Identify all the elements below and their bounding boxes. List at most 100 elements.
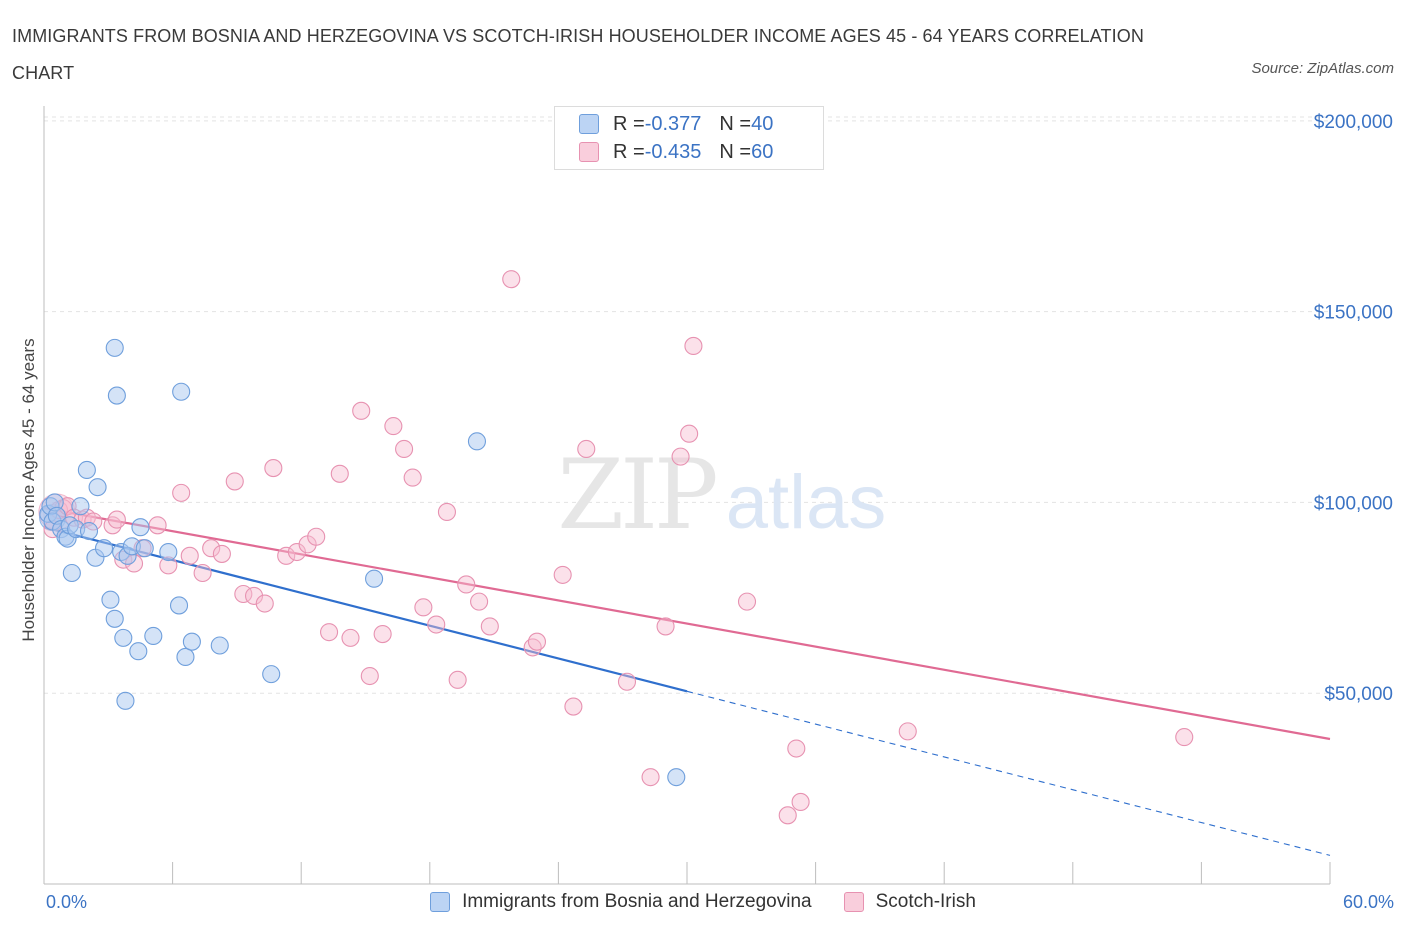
chart-title: IMMIGRANTS FROM BOSNIA AND HERZEGOVINA V… (12, 26, 1144, 83)
bosnia-point-15 (88, 478, 107, 497)
scotch-irish-point-35 (384, 417, 403, 436)
bosnia-point-11 (71, 497, 90, 516)
scotch-irish-point-28 (307, 527, 326, 546)
watermark: ZIP atlas (557, 439, 886, 551)
scotch-irish-point-26 (287, 542, 306, 562)
legend-swatch-pink (579, 142, 599, 162)
series-swatch-blue (430, 892, 451, 912)
watermark-atlas: atlas (726, 460, 887, 545)
bosnia-point-32 (176, 647, 195, 667)
bosnia-point-25 (129, 642, 148, 661)
scotch-irish-point-33 (360, 666, 379, 686)
bosnia-point-35 (262, 665, 281, 684)
bosnia-point-36 (116, 691, 135, 710)
scotch-irish-point-44 (480, 617, 499, 636)
scotch-irish-point-31 (341, 628, 360, 647)
bosnia-point-39 (667, 768, 686, 787)
scotch-irish-point-24 (264, 459, 283, 478)
scotch-irish-point-43 (470, 592, 489, 611)
x-tick-label-min: 0.0% (46, 892, 88, 912)
bosnia-point-20 (107, 386, 126, 405)
series-legend-label: Immigrants from Bosnia and Herzegovina (462, 891, 812, 912)
series-legend-item-scotch-irish[interactable]: Scotch-Irish (843, 891, 976, 913)
scotch-irish-point-61 (898, 722, 917, 741)
y-axis-label: Householder Income Ages 45 - 64 years (19, 338, 38, 642)
bosnia-point-9 (62, 563, 81, 583)
scotch-irish-point-15 (172, 483, 191, 502)
scotch-irish-point-32 (352, 401, 371, 420)
bosnia-point-18 (105, 609, 124, 628)
scotch-irish-point-41 (448, 670, 467, 689)
scotch-irish-point-19 (212, 544, 231, 563)
bosnia-point-38 (467, 432, 487, 451)
scotch-irish-point-50 (577, 439, 596, 459)
y-tick-labels: $50,000 $100,000 $150,000 $200,000 (1314, 112, 1393, 705)
correlation-legend: R = -0.377 N = 40 R = -0.435 N = 60 (554, 106, 824, 170)
scotch-irish-point-30 (330, 464, 349, 483)
scotch-irish-point-60 (778, 806, 797, 825)
bosnia-point-37 (365, 569, 384, 588)
legend-n-value: 40 (751, 112, 774, 135)
scotch-irish-point-49 (564, 697, 583, 716)
bosnia-point-19 (105, 338, 124, 357)
y-axis-label-wrap: Householder Income Ages 45 - 64 years (16, 100, 42, 880)
bosnia-point-29 (159, 542, 178, 562)
scotch-irish-point-34 (373, 625, 392, 644)
scotch-irish-point-22 (244, 586, 264, 605)
scotch-irish-point-17 (193, 563, 212, 583)
legend-r-value: -0.377 (644, 112, 702, 135)
grid-lines (44, 116, 1330, 694)
y-tick-label-0: $50,000 (1324, 684, 1393, 705)
trend-lines (43, 507, 1331, 856)
legend-n-label: N = (719, 140, 752, 163)
legend-swatch-blue (579, 114, 599, 134)
bosnia-point-17 (101, 590, 120, 609)
scotch-irish-point-20 (225, 472, 244, 491)
bosnia-point-27 (135, 539, 154, 558)
scotch-irish-point-51 (617, 672, 637, 691)
bosnia-point-34 (210, 636, 229, 655)
scotch-irish-point-36 (395, 439, 414, 459)
scotch-irish-point-23 (255, 594, 274, 613)
bosnia-point-16 (94, 539, 114, 558)
series-swatch-pink (843, 892, 864, 912)
legend-row-scotch-irish: R = -0.435 N = 60 (579, 139, 773, 165)
source-label: Source: ZipAtlas.com (1251, 60, 1394, 77)
series-legend: Immigrants from Bosnia and Herzegovina S… (0, 888, 1406, 916)
series-legend-label: Scotch-Irish (875, 891, 976, 912)
legend-r-value: -0.435 (644, 140, 702, 163)
y-tick-label-3: $200,000 (1314, 112, 1393, 133)
y-tick-label-1: $100,000 (1314, 493, 1393, 514)
scotch-irish-point-45 (502, 270, 521, 289)
series-legend-item-bosnia[interactable]: Immigrants from Bosnia and Herzegovina (430, 891, 812, 913)
scotch-irish-point-9 (107, 510, 126, 529)
legend-r-label: R = (613, 112, 645, 135)
bosnia-point-33 (182, 632, 201, 651)
axes (43, 106, 1331, 885)
scotch-irish-point-25 (277, 546, 296, 565)
y-tick-label-2: $150,000 (1314, 303, 1393, 324)
bosnia-point-31 (172, 382, 191, 401)
scotch-irish-point-42 (457, 575, 476, 594)
bosnia-point-26 (131, 518, 150, 537)
scotch-irish-point-40 (437, 502, 456, 521)
scotch-irish-point-53 (656, 617, 675, 636)
bosnia-point-12 (77, 460, 96, 480)
scotch-irish-point-37 (403, 468, 422, 487)
scotch-irish-point-54 (671, 447, 690, 466)
legend-n-value: 60 (751, 140, 774, 163)
legend-row-bosnia: R = -0.377 N = 40 (579, 111, 773, 137)
bosnia-point-28 (144, 626, 163, 646)
scotch-irish-point-47 (527, 632, 547, 651)
scotch-irish-point-59 (791, 792, 810, 812)
scotch-irish-point-18 (202, 539, 221, 558)
scotch-irish-point-62 (1175, 728, 1194, 747)
scotch-irish-point-16 (180, 546, 199, 565)
scotch-irish-point-56 (684, 336, 703, 356)
bosnia-point-30 (169, 596, 189, 615)
scotch-irish-point-13 (148, 516, 167, 535)
scotch-irish-point-39 (427, 615, 446, 634)
scotch-irish-point-52 (641, 768, 660, 787)
bosnia-point-22 (114, 628, 133, 647)
x-tick-label-max: 60.0% (1342, 892, 1394, 912)
